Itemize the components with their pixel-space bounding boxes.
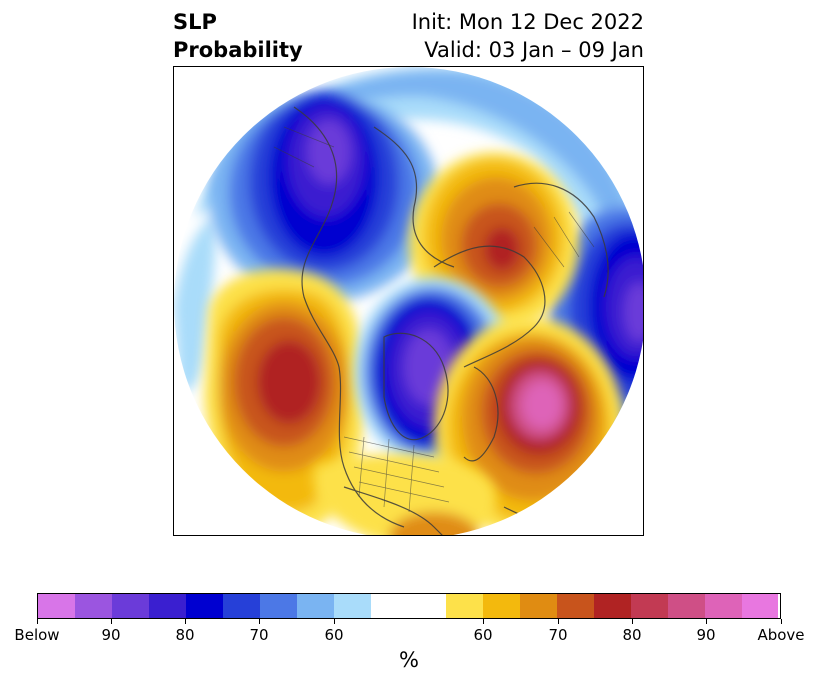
colorbar-tick-label: 90 [101, 626, 121, 644]
map-panel [173, 66, 644, 536]
title-quantity: Probability [173, 38, 303, 62]
colorbar-tick [259, 619, 260, 624]
init-date: Init: Mon 12 Dec 2022 [411, 10, 644, 34]
colorbar-tick [185, 619, 186, 624]
colorbar-segment [446, 594, 483, 618]
valid-range: Valid: 03 Jan – 09 Jan [424, 38, 644, 62]
colorbar-segment [223, 594, 260, 618]
colorbar-segment [705, 594, 742, 618]
colorbar-tick-label: 60 [473, 626, 493, 644]
colorbar-segment [594, 594, 631, 618]
title-variable: SLP [173, 10, 217, 34]
colorbar-segment [334, 594, 371, 618]
chart-dates: Init: Mon 12 Dec 2022 Valid: 03 Jan – 09… [412, 8, 644, 64]
colorbar-tick-label: 60 [324, 626, 344, 644]
colorbar-segment [557, 594, 594, 618]
colorbar-segment [38, 594, 75, 618]
colorbar-tick-label: 70 [249, 626, 269, 644]
colorbar-tick [706, 619, 707, 624]
colorbar-segment [186, 594, 223, 618]
colorbar-segment [520, 594, 557, 618]
colorbar-segment [631, 594, 668, 618]
colorbar-tick-label: Below [14, 626, 60, 644]
colorbar-segment [260, 594, 297, 618]
colorbar-tick [558, 619, 559, 624]
chart-title: SLP Probability [173, 8, 303, 64]
colorbar-tick-label: Above [757, 626, 805, 644]
colorbar-tick-label: 70 [548, 626, 568, 644]
colorbar-tick-label: 80 [175, 626, 195, 644]
colorbar-tick [111, 619, 112, 624]
colorbar-segment [409, 594, 446, 618]
colorbar-unit-label: % [399, 648, 419, 672]
colorbar-segment [742, 594, 778, 618]
colorbar-tick-label: 80 [622, 626, 642, 644]
colorbar-tick-label: 90 [696, 626, 716, 644]
colorbar [37, 593, 781, 619]
colorbar-tick [37, 619, 38, 624]
colorbar-segment [483, 594, 520, 618]
colorbar-segment [112, 594, 149, 618]
colorbar-segment [297, 594, 334, 618]
colorbar-tick [632, 619, 633, 624]
colorbar-segment [668, 594, 705, 618]
colorbar-segment [75, 594, 112, 618]
colorbar-tick [483, 619, 484, 624]
colorbar-tick [334, 619, 335, 624]
colorbar-tick [781, 619, 782, 624]
colorbar-segment [149, 594, 186, 618]
probability-map [174, 67, 643, 535]
colorbar-segment [371, 594, 409, 618]
